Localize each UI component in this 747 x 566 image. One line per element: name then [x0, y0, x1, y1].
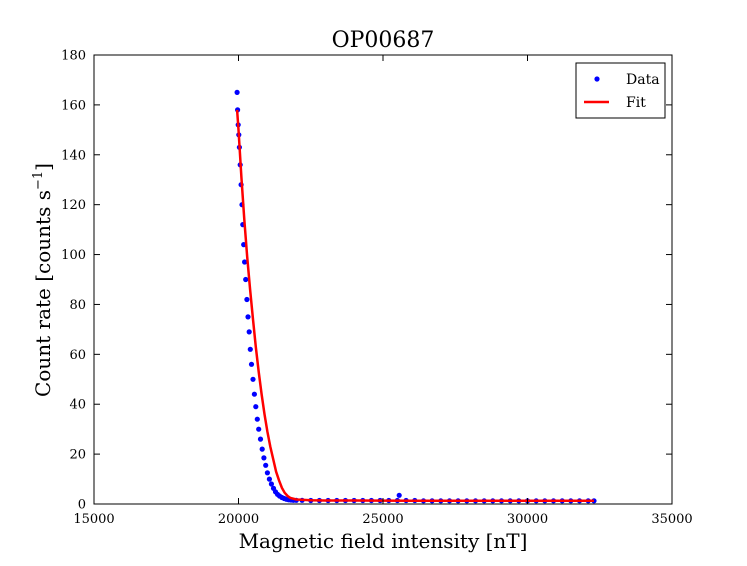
y-tick-label: 160	[61, 98, 86, 113]
y-tick-label: 80	[69, 298, 86, 313]
data-point	[243, 276, 249, 283]
y-tick-label: 120	[61, 198, 86, 213]
data-point	[234, 89, 240, 95]
data-point	[242, 259, 248, 265]
legend-box	[575, 62, 666, 119]
data-point	[248, 361, 255, 367]
y-axis-title-end: ]	[31, 163, 55, 171]
data-point	[247, 346, 253, 352]
data-point	[244, 296, 250, 303]
x-tick-label: 30000	[507, 512, 548, 527]
legend: Data Fit	[575, 62, 666, 119]
legend-data-marker	[594, 76, 600, 82]
y-axis-title-superscript: −1	[31, 171, 46, 190]
data-point	[264, 470, 270, 476]
data-point	[256, 426, 262, 432]
x-tick-label: 25000	[362, 512, 403, 527]
data-point	[259, 446, 265, 452]
y-tick-label: 0	[78, 498, 86, 513]
data-point	[251, 391, 257, 397]
data-point	[245, 314, 251, 320]
plot-frame	[93, 54, 673, 505]
data-point	[250, 376, 256, 382]
data-point	[253, 404, 259, 410]
y-tick-label: 140	[61, 148, 86, 163]
data-point	[257, 436, 264, 442]
data-point	[263, 462, 269, 468]
data-point	[246, 329, 252, 335]
x-tick-label: 15000	[73, 512, 114, 527]
y-axis-title: Count rate [counts s−1]	[31, 163, 55, 397]
data-point	[396, 492, 402, 498]
legend-fit-label: Fit	[626, 95, 646, 111]
y-tick-label: 40	[69, 398, 86, 413]
data-point	[266, 476, 272, 482]
y-axis-title-main: Count rate [counts s	[31, 190, 55, 397]
x-tick-label: 35000	[651, 512, 692, 527]
y-tick-label: 100	[61, 248, 86, 263]
x-tick-label: 20000	[218, 512, 259, 527]
y-tick-label: 60	[69, 348, 86, 363]
fit-line	[235, 109, 594, 503]
data-point	[254, 416, 260, 422]
axes-layer: 15000 20000 25000 30000 35000 0 20 40 60 80 100 120…	[61, 49, 693, 528]
y-tick-label: 20	[69, 448, 86, 463]
chart-title: OP00687	[332, 28, 435, 53]
x-axis-title: Magnetic field intensity [nT]	[239, 529, 528, 553]
data-point	[268, 481, 274, 487]
data-point	[261, 455, 267, 461]
y-tick-label: 180	[61, 49, 86, 64]
legend-data-label: Data	[626, 72, 660, 88]
plot-layer	[234, 89, 597, 504]
